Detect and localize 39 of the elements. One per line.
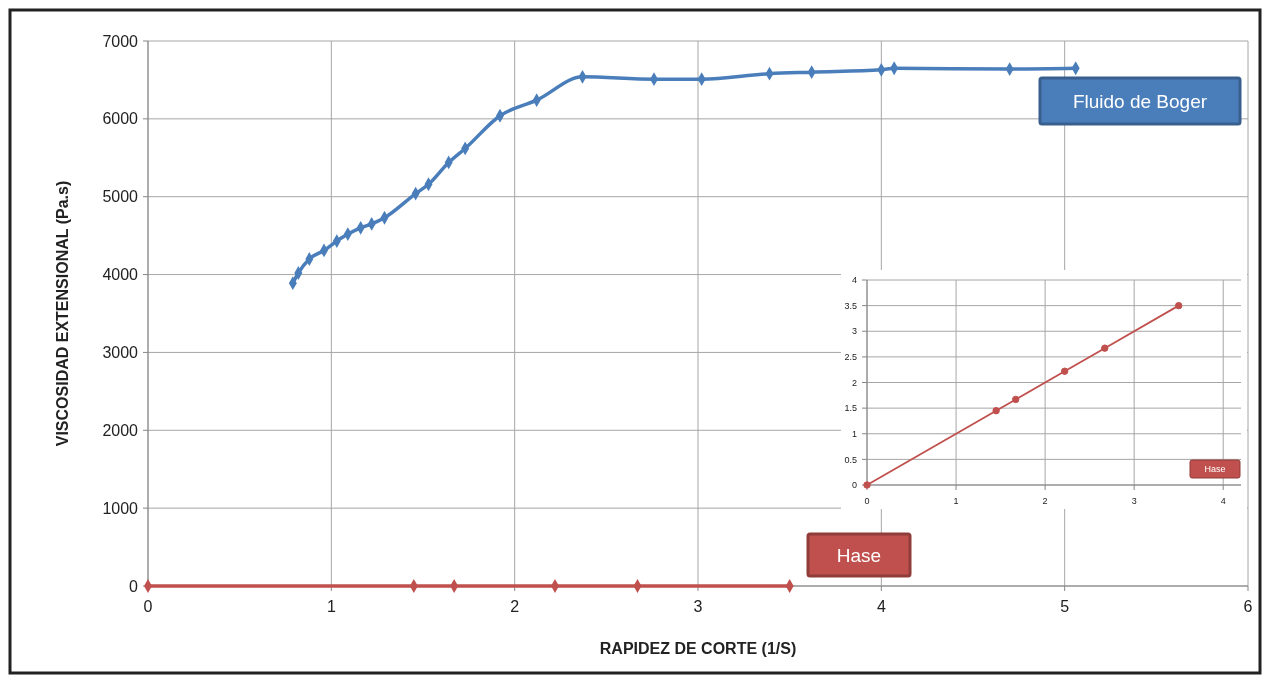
y-tick-label: 7000 [102,32,139,50]
y-tick-label: 3.5 [844,300,857,311]
point [992,406,1000,415]
text: Hase [1204,464,1226,475]
x-axis-title: RAPIDEZ DE CORTE (1/S) [599,640,797,657]
y-tick-label: 0 [851,480,857,491]
x-tick-label: 0 [864,496,870,506]
x-tick-label: 1 [326,598,336,615]
y-tick-label: 5000 [102,188,139,206]
y-tick-label: 1000 [102,499,139,517]
x-tick-label: 3 [693,598,703,615]
x-tick-label: 3 [1131,496,1137,506]
y-tick-label: 1.5 [844,403,857,414]
y-tick-label: 6000 [102,110,139,128]
y-tick-label: 4000 [102,266,139,284]
y-tick-label: 3000 [102,344,139,362]
y-tick-label: 1 [851,428,857,439]
y-tick-label: 3 [851,326,857,337]
x-tick-label: 4 [1220,496,1226,506]
y-tick-label: 0 [129,577,139,595]
point [1012,395,1020,404]
x-tick-label: 4 [876,598,886,615]
text: Hase [836,544,882,566]
x-tick-label: 5 [1060,598,1070,615]
y-tick-label: 4 [851,275,857,286]
point [1101,344,1109,352]
x-tick-label: 1 [953,496,959,506]
point [1060,367,1069,375]
x-tick-label: 2 [510,598,520,615]
series-label: Fluido de Boger [1072,90,1208,112]
y-tick-label: 2 [851,377,857,388]
y-tick-label: 2.5 [844,352,857,363]
x-tick-label: 2 [1042,496,1048,506]
y-axis-title: VISCOSIDAD EXTENSIONAL (Pa.s) [54,180,71,447]
y-tick-label: 2000 [102,421,139,439]
x-tick-label: 6 [1243,598,1253,615]
point [1174,301,1183,310]
y-tick-label: 0.5 [844,454,857,465]
x-tick-label: 0 [143,598,153,615]
